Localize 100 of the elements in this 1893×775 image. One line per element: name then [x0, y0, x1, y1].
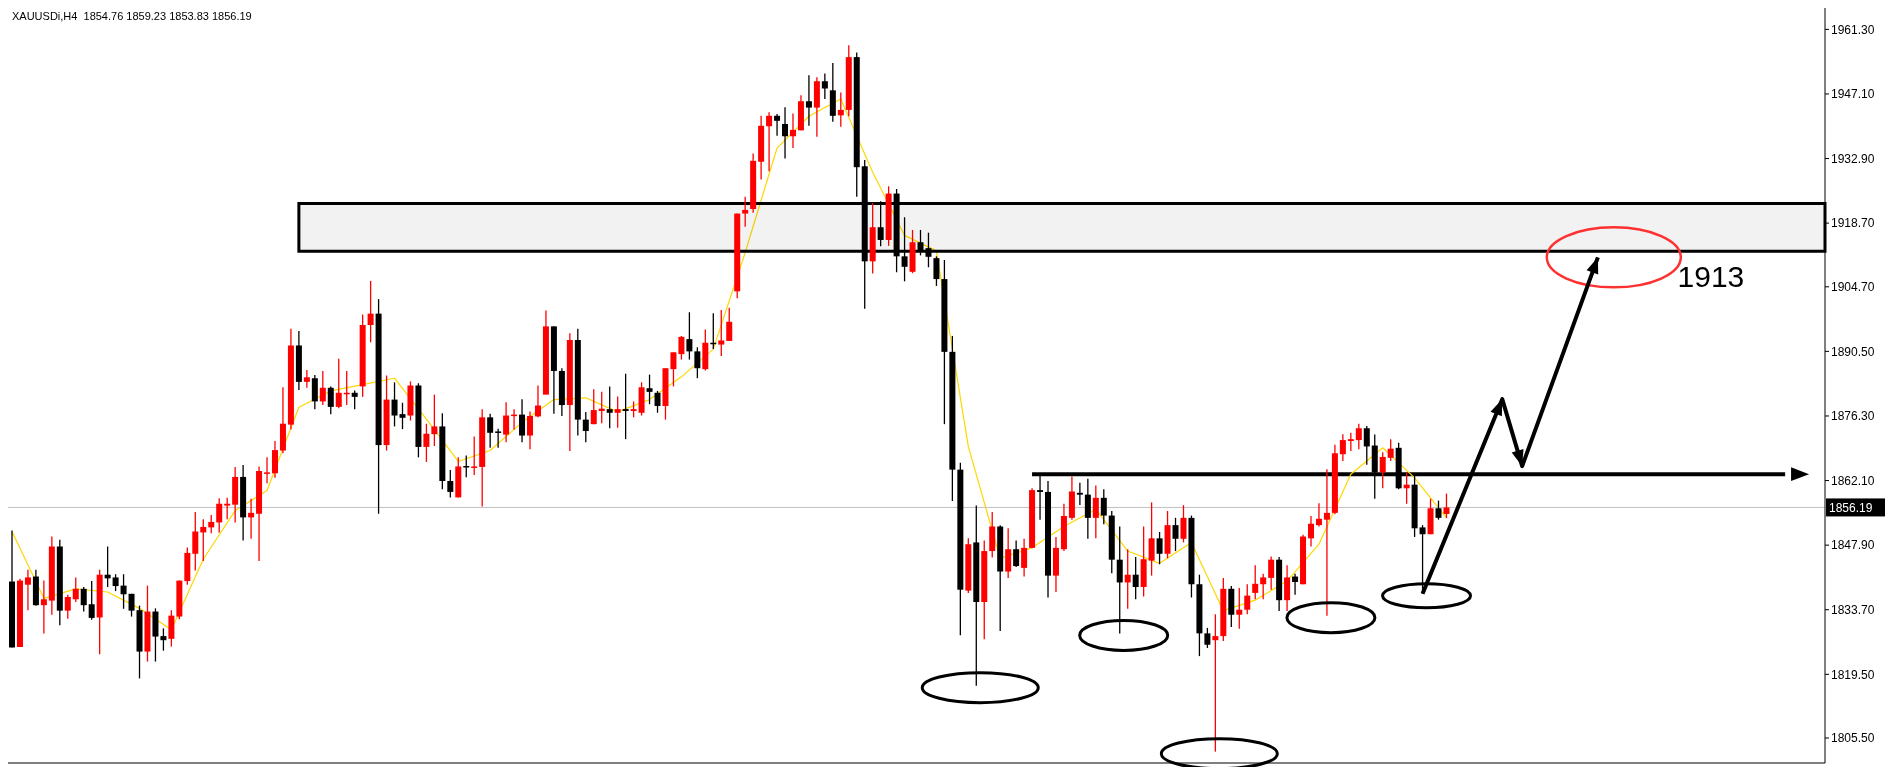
y-tick-label: 1847.90: [1831, 538, 1875, 553]
candlestick: [1268, 555, 1275, 591]
candlestick: [606, 385, 613, 429]
candlestick: [718, 309, 725, 357]
candlestick: [1005, 527, 1012, 579]
candlestick: [519, 398, 526, 443]
candlestick: [1387, 438, 1394, 462]
candlestick: [1355, 423, 1362, 450]
candlestick: [471, 435, 478, 476]
candlestick: [168, 609, 175, 648]
candlestick: [726, 307, 733, 342]
y-tick-label: 1932.90: [1831, 151, 1875, 166]
annotation: 1913: [1677, 259, 1745, 293]
candlestick: [782, 106, 789, 160]
candlestick: [1116, 525, 1123, 635]
candlestick: [646, 373, 653, 405]
y-tick-label: 1805.50: [1831, 731, 1875, 746]
candlestick: [742, 196, 749, 228]
candlestick: [1315, 502, 1322, 528]
candlestick: [311, 374, 318, 410]
candlestick: [1292, 573, 1299, 596]
y-tick-label: 1904.70: [1831, 280, 1875, 295]
candlestick: [1132, 556, 1139, 600]
candlestick: [120, 573, 127, 610]
candlestick: [335, 358, 342, 409]
candlestick: [1244, 583, 1251, 615]
candlestick: [1435, 499, 1442, 521]
candlestick: [224, 497, 231, 520]
candlestick: [582, 411, 589, 443]
candlestick: [1076, 482, 1083, 506]
candlestick: [1252, 564, 1259, 600]
candlestick: [487, 413, 494, 449]
candlestick: [1092, 484, 1099, 539]
y-tick-label: 1819.50: [1831, 667, 1875, 682]
candlestick: [1347, 432, 1354, 452]
candlestick: [1100, 488, 1107, 525]
candlestick: [327, 385, 334, 415]
candlestick: [208, 514, 215, 534]
candlestick: [271, 440, 278, 479]
ref-line-label: 1856.19: [1829, 500, 1873, 515]
candlestick: [837, 91, 844, 128]
candlestick: [1284, 564, 1291, 612]
candlestick: [1021, 538, 1028, 578]
y-tick-label: 1961.30: [1831, 22, 1875, 37]
candlestick: [1156, 531, 1163, 565]
candlestick: [423, 423, 430, 463]
candlestick: [678, 335, 685, 361]
candlestick: [590, 388, 597, 425]
candlestick: [200, 518, 207, 562]
candlestick: [1363, 425, 1370, 466]
candlestick: [431, 393, 438, 447]
candlestick: [24, 569, 31, 611]
candlestick: [614, 395, 621, 429]
candlestick: [1236, 587, 1243, 630]
y-tick-label: 1918.70: [1831, 216, 1875, 231]
y-tick-label: 1862.10: [1831, 473, 1875, 488]
candlestick: [1379, 451, 1386, 489]
candlestick: [351, 389, 358, 410]
candlestick: [821, 72, 828, 100]
candlestick: [789, 112, 796, 149]
candlestick: [1260, 573, 1267, 600]
candlestick: [160, 627, 167, 652]
candlestick: [670, 351, 677, 388]
candlestick: [1204, 627, 1211, 649]
candlestick: [1180, 504, 1187, 544]
candlestick: [527, 410, 533, 450]
candlestick: [216, 497, 223, 534]
candlestick: [319, 370, 326, 406]
y-tick-label: 1947.10: [1831, 87, 1875, 102]
candlestick: [264, 456, 271, 484]
candlestick: [1148, 501, 1155, 577]
candlestick: [1443, 492, 1450, 519]
candlestick: [80, 586, 87, 613]
candlestick: [654, 390, 661, 414]
candlestick: [534, 384, 541, 418]
candlestick: [64, 594, 71, 620]
candlestick: [1323, 468, 1330, 617]
y-tick-label: 1876.30: [1831, 409, 1875, 424]
candlestick: [40, 579, 47, 635]
candlestick: [805, 74, 812, 127]
candlestick: [774, 113, 781, 137]
candlestick: [495, 428, 502, 449]
y-tick-label: 1890.50: [1831, 344, 1875, 359]
candlestick: [303, 369, 310, 389]
candlestick: [1212, 613, 1219, 753]
candlestick: [1308, 515, 1314, 548]
candlestick: [1172, 517, 1179, 552]
candlestick: [686, 311, 693, 361]
candlestick: [72, 576, 79, 603]
candlestick: [933, 255, 940, 287]
y-tick-label: 1833.70: [1831, 602, 1875, 617]
candlestick: [88, 580, 95, 621]
candlestick: [1084, 478, 1091, 540]
candlestick: [766, 111, 773, 172]
candlestick: [694, 346, 701, 379]
candlestick: [1013, 539, 1020, 568]
candlestick: [503, 401, 510, 443]
candlestick: [447, 469, 454, 499]
candlestick: [622, 373, 629, 440]
candlestick: [877, 200, 884, 247]
